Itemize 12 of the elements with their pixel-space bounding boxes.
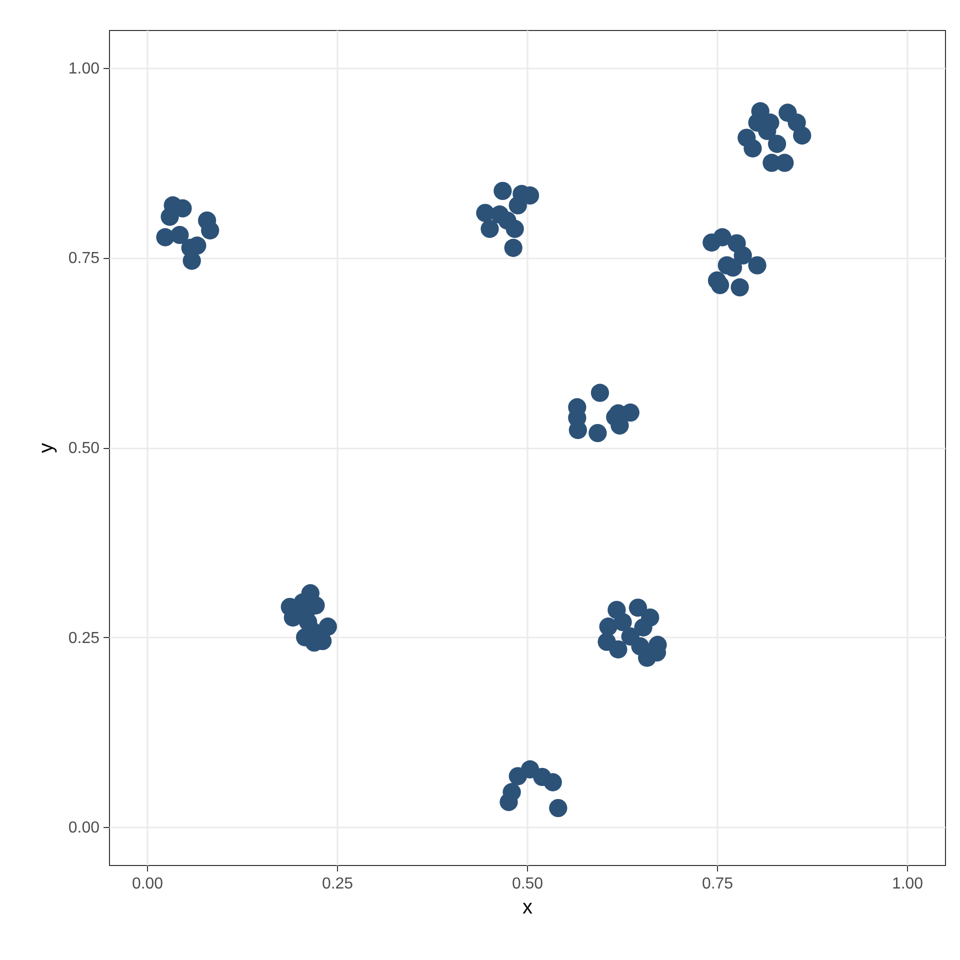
x-tick-label: 0.00 <box>132 876 164 892</box>
y-tick-label: 0.25 <box>68 630 100 647</box>
x-tick-label: 0.50 <box>512 876 544 892</box>
y-tick-label: 0.50 <box>68 440 100 457</box>
x-tick-label: 0.75 <box>702 876 734 892</box>
y-tick-label: 0.75 <box>68 250 100 268</box>
y-axis-title: y <box>35 443 58 453</box>
y-tick-label: 1.00 <box>68 60 100 78</box>
x-tick-label: 0.25 <box>322 876 354 892</box>
x-tick-label: 1.00 <box>892 876 924 892</box>
x-axis-title: x <box>522 896 532 918</box>
y-tick-label: 0.00 <box>68 820 100 837</box>
